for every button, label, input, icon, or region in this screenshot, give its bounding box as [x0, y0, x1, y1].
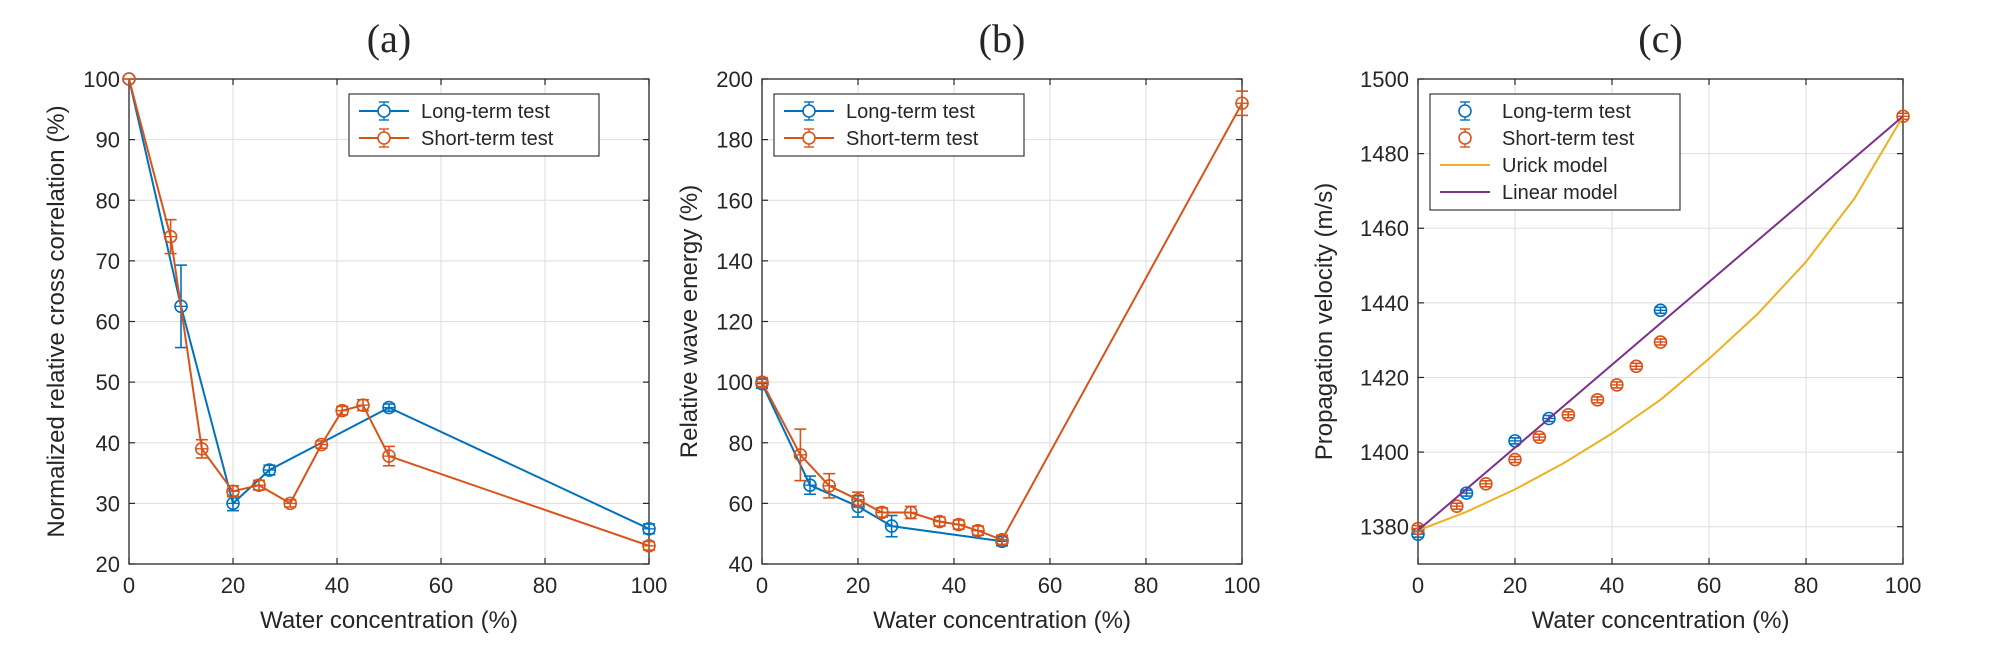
y-axis-label: Propagation velocity (m/s)	[1311, 183, 1338, 460]
x-tick-label: 20	[846, 573, 870, 598]
legend-item: Short-term test	[1458, 128, 1635, 150]
y-axis-label: Relative wave energy (%)	[676, 185, 703, 458]
panel-label: (c)	[1638, 16, 1682, 61]
y-axis-label: Normalized relative cross correlation (%…	[43, 105, 70, 537]
x-tick-label: 80	[1794, 573, 1818, 598]
x-tick-label: 0	[123, 573, 135, 598]
series-urick-model	[1417, 115, 1904, 532]
x-tick-label: 100	[1885, 573, 1922, 598]
legend-item: Short-term test	[784, 128, 979, 150]
series-short-term-test	[1411, 109, 1910, 536]
legend-marker	[1458, 131, 1472, 145]
x-axis-label: Water concentration (%)	[260, 607, 518, 634]
y-tick-label: 60	[729, 491, 753, 516]
y-tick-label: 40	[96, 431, 120, 456]
y-tick-label: 160	[716, 188, 753, 213]
x-tick-label: 40	[1600, 573, 1624, 598]
panel-label: (a)	[367, 16, 411, 61]
x-tick-label: 40	[942, 573, 966, 598]
legend-box	[348, 93, 600, 157]
legend-marker	[802, 104, 816, 118]
legend-box	[773, 93, 1025, 157]
y-tick-label: 1380	[1360, 515, 1409, 540]
y-tick-label: 100	[716, 370, 753, 395]
legend-box	[1429, 93, 1681, 211]
y-tick-label: 30	[96, 491, 120, 516]
legend-item: Long-term test	[784, 101, 975, 123]
x-tick-label: 80	[533, 573, 557, 598]
x-tick-label: 100	[631, 573, 668, 598]
legend-item: Linear model	[1440, 182, 1618, 204]
y-tick-label: 120	[716, 310, 753, 335]
axes-frame	[1417, 78, 1904, 565]
legend-label: Short-term test	[846, 128, 979, 150]
x-tick-label: 60	[1697, 573, 1721, 598]
legend-label: Long-term test	[421, 101, 550, 123]
legend-marker	[1458, 104, 1472, 118]
y-tick-label: 40	[729, 552, 753, 577]
y-tick-label: 80	[729, 431, 753, 456]
y-tick-label: 80	[96, 188, 120, 213]
y-tick-label: 1440	[1360, 291, 1409, 316]
legend-item: Long-term test	[1458, 101, 1631, 123]
series-line	[1417, 115, 1904, 532]
y-tick-label: 200	[716, 67, 753, 92]
legend-item: Short-term test	[359, 128, 554, 150]
y-tick-label: 90	[96, 128, 120, 153]
chart-panel-b: 0 20 40 60 80 100 40 60 80 100 120 140 160 180 200 Wate…	[676, 16, 1260, 634]
legend-marker	[377, 104, 391, 118]
x-tick-label: 100	[1224, 573, 1261, 598]
x-tick-label: 0	[1412, 573, 1424, 598]
y-tick-label: 1460	[1360, 216, 1409, 241]
x-tick-label: 60	[429, 573, 453, 598]
legend-marker	[377, 131, 391, 145]
x-axis-label: Water concentration (%)	[873, 607, 1131, 634]
series-line	[1417, 115, 1904, 532]
legend: Long-term test Short-term test	[348, 93, 600, 157]
legend-label: Long-term test	[1502, 101, 1631, 123]
legend-label: Long-term test	[846, 101, 975, 123]
y-tick-label: 100	[83, 67, 120, 92]
series-short-term-test	[122, 72, 656, 553]
series-short-term-test	[755, 90, 1249, 547]
x-tick-label: 80	[1134, 573, 1158, 598]
y-tick-label: 1500	[1360, 67, 1409, 92]
y-tick-label: 60	[96, 310, 120, 335]
chart-panel-c: 0 20 40 60 80 100 1380 1400 1420 1440 1460 1480 1500…	[1311, 16, 1921, 634]
legend-label: Urick model	[1502, 155, 1608, 177]
y-tick-label: 70	[96, 249, 120, 274]
y-tick-label: 1480	[1360, 142, 1409, 167]
legend-item: Long-term test	[359, 101, 550, 123]
x-tick-label: 60	[1038, 573, 1062, 598]
x-axis-label: Water concentration (%)	[1532, 607, 1790, 634]
legend: Long-term test Short-term test Urick model…	[1429, 93, 1681, 211]
y-tick-label: 1400	[1360, 440, 1409, 465]
x-tick-label: 40	[325, 573, 349, 598]
y-tick-label: 140	[716, 249, 753, 274]
legend-label: Short-term test	[1502, 128, 1635, 150]
legend: Long-term test Short-term test	[773, 93, 1025, 157]
legend-item: Urick model	[1440, 155, 1608, 177]
legend-marker	[802, 131, 816, 145]
x-tick-label: 0	[756, 573, 768, 598]
x-tick-label: 20	[221, 573, 245, 598]
x-tick-label: 20	[1503, 573, 1527, 598]
legend-label: Short-term test	[421, 128, 554, 150]
y-tick-label: 20	[96, 552, 120, 577]
y-tick-label: 180	[716, 128, 753, 153]
legend-label: Linear model	[1502, 182, 1618, 204]
y-tick-label: 1420	[1360, 365, 1409, 390]
panel-label: (b)	[979, 16, 1026, 61]
y-tick-label: 50	[96, 370, 120, 395]
series-linear-model	[1417, 115, 1904, 532]
